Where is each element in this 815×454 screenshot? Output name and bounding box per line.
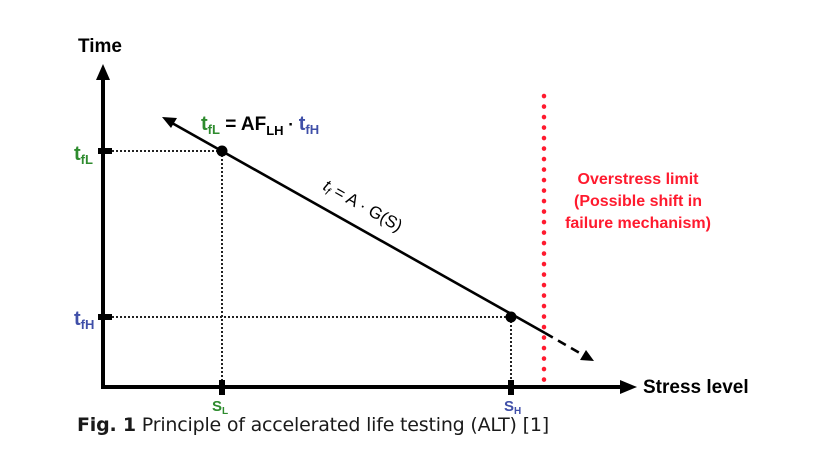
overstress-line-2: (Possible shift in [574,193,702,210]
guide-lines [112,150,512,380]
overstress-line-3: failure mechanism) [565,215,711,232]
life-stress-line [162,117,594,361]
x-axis-arrowhead [620,380,637,394]
overstress-annotation: Overstress limit (Possible shift in fail… [565,171,711,232]
caption-label: Fig. 1 [77,414,136,436]
life-stress-solid [171,121,546,335]
tick-label-SL: SL [212,398,228,417]
acceleration-equation: tfL = AFLH · tfH [201,113,319,138]
tick-marks [98,148,514,395]
y-axis-arrowhead [96,64,110,80]
tick-label-SH: SH [504,398,521,417]
caption-text: Principle of accelerated life testing (A… [141,414,549,436]
tick-label-tfH: tfH [74,308,94,332]
overstress-line-1: Overstress limit [578,171,700,188]
tick-label-tfL: tfL [74,143,93,167]
point-high-stress [505,311,517,323]
axes [96,64,637,394]
tick-tfL [98,148,112,154]
tick-tfH [98,314,112,320]
x-axis-label: Stress level [643,377,749,398]
life-stress-equation: tf = A · G(S) [319,176,406,237]
point-low-stress [216,145,228,157]
tick-SH [508,380,514,395]
y-axis-label: Time [78,36,122,57]
life-stress-dashed [544,331,586,358]
figure-caption: Fig. 1 Principle of accelerated life tes… [77,414,549,436]
life-stress-upper-arrowhead [162,117,177,128]
tick-SL [219,380,225,395]
life-stress-lower-arrowhead [580,350,594,361]
